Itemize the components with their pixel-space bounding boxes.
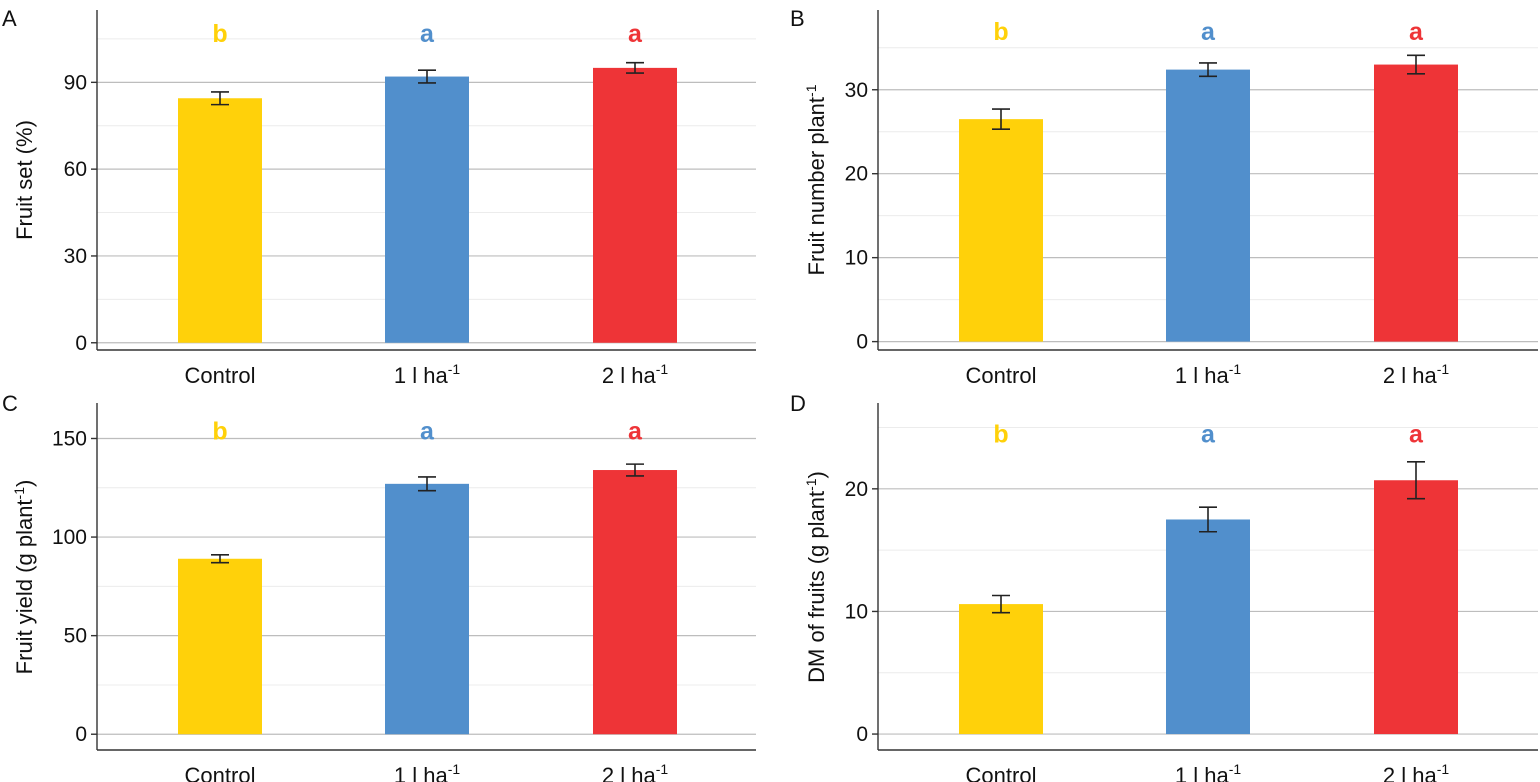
bar bbox=[178, 558, 262, 735]
x-tick-label: 2 l ha-1 bbox=[1383, 761, 1449, 782]
y-tick-label: 100 bbox=[52, 526, 87, 549]
y-tick-label: 30 bbox=[845, 79, 868, 102]
x-tick-label-superscript: -1 bbox=[1229, 761, 1242, 777]
y-axis-title-text: Fruit yield (g plant bbox=[12, 499, 37, 674]
bar bbox=[385, 483, 469, 735]
significance-letter: a bbox=[1409, 421, 1424, 449]
x-tick-label: 1 l ha-1 bbox=[394, 761, 460, 782]
x-tick-label: Control bbox=[185, 363, 256, 388]
y-tick-label: 20 bbox=[845, 163, 868, 186]
significance-letter: b bbox=[993, 421, 1008, 449]
x-tick-label-text: Control bbox=[185, 763, 256, 782]
bar bbox=[959, 604, 1043, 735]
x-tick-label-text: Control bbox=[966, 763, 1037, 782]
y-tick-label: 150 bbox=[52, 427, 87, 450]
significance-letter: b bbox=[212, 418, 227, 446]
bar bbox=[385, 76, 469, 343]
panel-letter: B bbox=[790, 6, 805, 31]
x-tick-label-superscript: -1 bbox=[448, 361, 461, 377]
bar bbox=[593, 67, 677, 343]
x-tick-label-text: 1 l ha bbox=[394, 363, 449, 388]
y-axis-title-text: DM of fruits (g plant bbox=[804, 491, 829, 683]
significance-letter: a bbox=[628, 418, 643, 446]
y-axis-title-suffix: ) bbox=[12, 480, 37, 487]
x-tick-label: 2 l ha-1 bbox=[602, 761, 668, 782]
y-tick-label: 10 bbox=[845, 600, 868, 623]
significance-letter: a bbox=[1201, 18, 1216, 46]
panel-letter: A bbox=[2, 6, 17, 31]
y-axis-title-superscript: -1 bbox=[11, 487, 27, 500]
y-axis-title: Fruit yield (g plant-1) bbox=[11, 480, 37, 675]
y-tick-label: 0 bbox=[75, 332, 87, 355]
x-tick-label: 1 l ha-1 bbox=[1175, 361, 1241, 388]
x-tick-label-text: Control bbox=[966, 363, 1037, 388]
y-axis-title-suffix: ) bbox=[804, 471, 829, 478]
x-tick-label-text: 1 l ha bbox=[1175, 763, 1230, 782]
y-axis-title-superscript: -1 bbox=[803, 84, 819, 97]
y-tick-label: 50 bbox=[64, 625, 87, 648]
x-tick-label: 1 l ha-1 bbox=[394, 361, 460, 388]
y-tick-label: 0 bbox=[75, 723, 87, 746]
x-tick-label-text: 2 l ha bbox=[1383, 763, 1438, 782]
y-tick-label: 90 bbox=[64, 71, 87, 94]
bar bbox=[1374, 64, 1458, 342]
y-tick-label: 10 bbox=[845, 247, 868, 270]
x-tick-label: Control bbox=[966, 763, 1037, 782]
bar bbox=[959, 119, 1043, 342]
y-axis-title: DM of fruits (g plant-1) bbox=[803, 471, 829, 683]
bar bbox=[178, 98, 262, 343]
significance-letter: b bbox=[212, 20, 227, 48]
x-tick-label: 1 l ha-1 bbox=[1175, 761, 1241, 782]
x-tick-label-superscript: -1 bbox=[656, 361, 669, 377]
y-tick-label: 60 bbox=[64, 158, 87, 181]
x-tick-label-superscript: -1 bbox=[656, 761, 669, 777]
significance-letter: a bbox=[1201, 421, 1216, 449]
y-axis-title-text: Fruit set (%) bbox=[12, 120, 37, 240]
panel-letter: C bbox=[2, 391, 18, 416]
panel-letter: D bbox=[790, 391, 806, 416]
x-tick-label-text: Control bbox=[185, 363, 256, 388]
bar bbox=[1166, 519, 1250, 735]
x-tick-label: 2 l ha-1 bbox=[1383, 361, 1449, 388]
x-tick-label-superscript: -1 bbox=[448, 761, 461, 777]
significance-letter: a bbox=[1409, 18, 1424, 46]
x-tick-label-text: 1 l ha bbox=[394, 763, 449, 782]
bar bbox=[1166, 69, 1250, 342]
x-tick-label-text: 2 l ha bbox=[602, 363, 657, 388]
x-tick-label: Control bbox=[966, 363, 1037, 388]
bar bbox=[1374, 480, 1458, 735]
significance-letter: b bbox=[993, 18, 1008, 46]
significance-letter: a bbox=[628, 20, 643, 48]
x-tick-label-superscript: -1 bbox=[1437, 361, 1450, 377]
x-tick-label: 2 l ha-1 bbox=[602, 361, 668, 388]
bar bbox=[593, 470, 677, 735]
x-tick-label-superscript: -1 bbox=[1229, 361, 1242, 377]
significance-letter: a bbox=[420, 418, 435, 446]
x-tick-label-text: 2 l ha bbox=[1383, 363, 1438, 388]
y-axis-title-superscript: -1 bbox=[803, 478, 819, 491]
y-axis-title: Fruit number plant-1 bbox=[803, 84, 829, 275]
y-axis-title: Fruit set (%) bbox=[12, 120, 37, 240]
y-axis-title-text: Fruit number plant bbox=[804, 97, 829, 276]
y-tick-label: 0 bbox=[856, 331, 868, 354]
x-tick-label-text: 1 l ha bbox=[1175, 363, 1230, 388]
significance-letter: a bbox=[420, 20, 435, 48]
y-tick-label: 0 bbox=[856, 723, 868, 746]
x-tick-label-text: 2 l ha bbox=[602, 763, 657, 782]
y-tick-label: 30 bbox=[64, 245, 87, 268]
x-tick-label-superscript: -1 bbox=[1437, 761, 1450, 777]
x-tick-label: Control bbox=[185, 763, 256, 782]
y-tick-label: 20 bbox=[845, 478, 868, 501]
